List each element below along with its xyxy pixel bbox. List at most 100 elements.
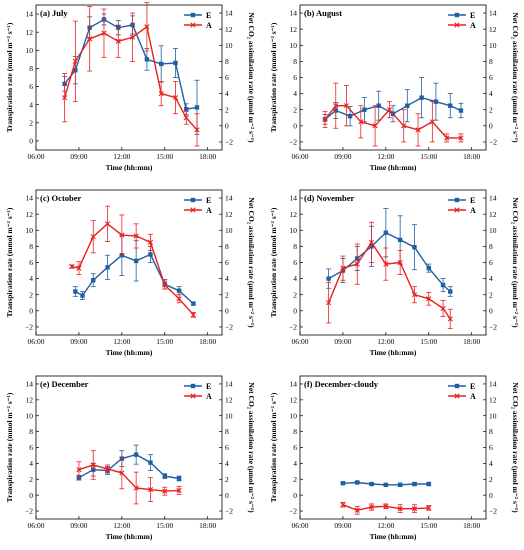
data-point [183,115,189,121]
legend-marker [190,383,196,389]
data-point [119,470,125,476]
y2-tick-label: 8 [225,427,229,436]
y2-tick-label: 2 [489,105,493,114]
data-point [194,105,200,110]
data-point [440,282,446,288]
y-tick-label: 8 [29,64,33,73]
data-point [340,265,346,271]
panel-title: (b) August [304,8,342,18]
x-axis-label: Time (hh:mm) [106,348,153,357]
series-E [62,13,200,135]
y-tick-label: 4 [293,459,297,468]
data-point [80,293,85,298]
y2-axis-label: Net CO₂ assimilation rate (μmol m⁻² s⁻¹) [511,12,520,143]
panel-title: (f) December-cloudy [304,379,379,389]
x-tick-label: 15:00 [420,337,437,346]
y2-tick-label: 4 [225,459,229,468]
legend: EA [184,11,212,30]
legend-marker [454,12,460,18]
data-point [144,57,150,62]
y2-tick-label: 12 [489,210,497,219]
y2-tick-label: 14 [225,194,233,203]
x-tick-label: 18:00 [199,152,216,161]
y2-tick-label: 10 [225,41,233,50]
x-tick-label: 12:00 [113,521,130,530]
x-axis-label: Time (hh:mm) [370,348,417,357]
y2-tick-label: 12 [225,25,233,34]
legend-marker [454,197,460,203]
data-point [383,261,389,267]
y-axis-label: Transpiration rate (mmol m⁻² s⁻¹) [5,207,14,317]
x-tick-label: 06:00 [27,337,44,346]
y-tick-label: 8 [29,427,33,436]
y-tick-label: 14 [26,194,34,203]
y2-tick-label: 12 [225,210,233,219]
panel-4: 06:00 09:00 12:00 15:00 18:00 −2 0 2 4 6 8 10 12 14 −2… [269,189,520,357]
data-point [426,481,431,487]
x-tick-label: 18:00 [199,337,216,346]
series-A [322,82,464,147]
y-tick-label: 0 [29,306,33,315]
y-tick-label: 10 [26,226,34,235]
y2-tick-label: 6 [489,73,493,82]
data-point [133,485,139,491]
data-point [176,296,182,302]
x-tick-label: 06:00 [291,521,308,530]
data-point [343,103,350,109]
y2-tick-label: −2 [489,507,497,516]
data-point [397,482,403,488]
x-tick-label: 06:00 [27,521,44,530]
legend-marker [190,393,196,399]
panel-title: (d) November [304,193,355,203]
x-axis-label: Time (hh:mm) [106,163,153,172]
series-A [62,2,200,147]
x-axis-label: Time (hh:mm) [370,163,417,172]
y2-tick-label: 0 [489,306,493,315]
panel-5: 06:00 09:00 12:00 15:00 18:00 −2 0 2 4 6 8 10 12 14 −2… [5,375,256,541]
series-E [72,234,196,306]
data-point [322,116,328,122]
y-tick-label: 10 [26,46,34,55]
y2-tick-label: 14 [489,9,497,18]
legend-marker [454,207,460,213]
series-A [326,221,453,329]
panel-1: 06:00 09:00 12:00 15:00 18:00 0 2 4 6 8 10 12 14 −2 0 2… [5,2,256,172]
y2-tick-label: 4 [225,89,229,98]
data-point [158,91,164,97]
data-point [355,480,360,485]
data-point [190,312,196,318]
data-point [426,265,431,271]
legend-label: E [206,11,211,20]
y2-tick-label: 6 [225,258,229,267]
panel-3: 06:00 09:00 12:00 15:00 18:00 −2 0 2 4 6 8 10 12 14 −2… [5,189,256,357]
y-tick-label: 12 [290,210,298,219]
data-point [426,505,432,511]
legend-marker [190,12,196,18]
series-line [327,241,451,320]
y2-tick-label: 14 [489,380,497,389]
x-tick-label: 06:00 [291,152,308,161]
x-axis-label: Time (hh:mm) [106,532,153,541]
x-tick-label: 15:00 [156,152,173,161]
y-axis-label: Transpiration rate (mmol m⁻² s⁻¹) [269,207,278,317]
y2-tick-label: 0 [489,491,493,500]
x-tick-label: 18:00 [199,521,216,530]
data-point [362,107,367,112]
y-tick-label: 2 [293,290,297,299]
y-tick-label: 2 [293,105,297,114]
data-point [458,108,464,113]
y-tick-label: 14 [290,380,298,389]
y-tick-label: 14 [26,10,34,19]
x-tick-label: 18:00 [463,152,480,161]
series-A [340,501,432,515]
legend-label: A [206,21,212,30]
y2-tick-label: 8 [489,57,493,66]
y2-axis-label: Net CO₂ assimilation rate (μmol m⁻² s⁻¹) [511,197,520,328]
y2-tick-label: 6 [489,258,493,267]
data-point [411,292,418,298]
y-tick-label: −2 [289,138,297,147]
x-tick-label: 12:00 [113,337,130,346]
y-tick-label: −2 [25,323,33,332]
panel-title: (a) July [40,8,68,18]
